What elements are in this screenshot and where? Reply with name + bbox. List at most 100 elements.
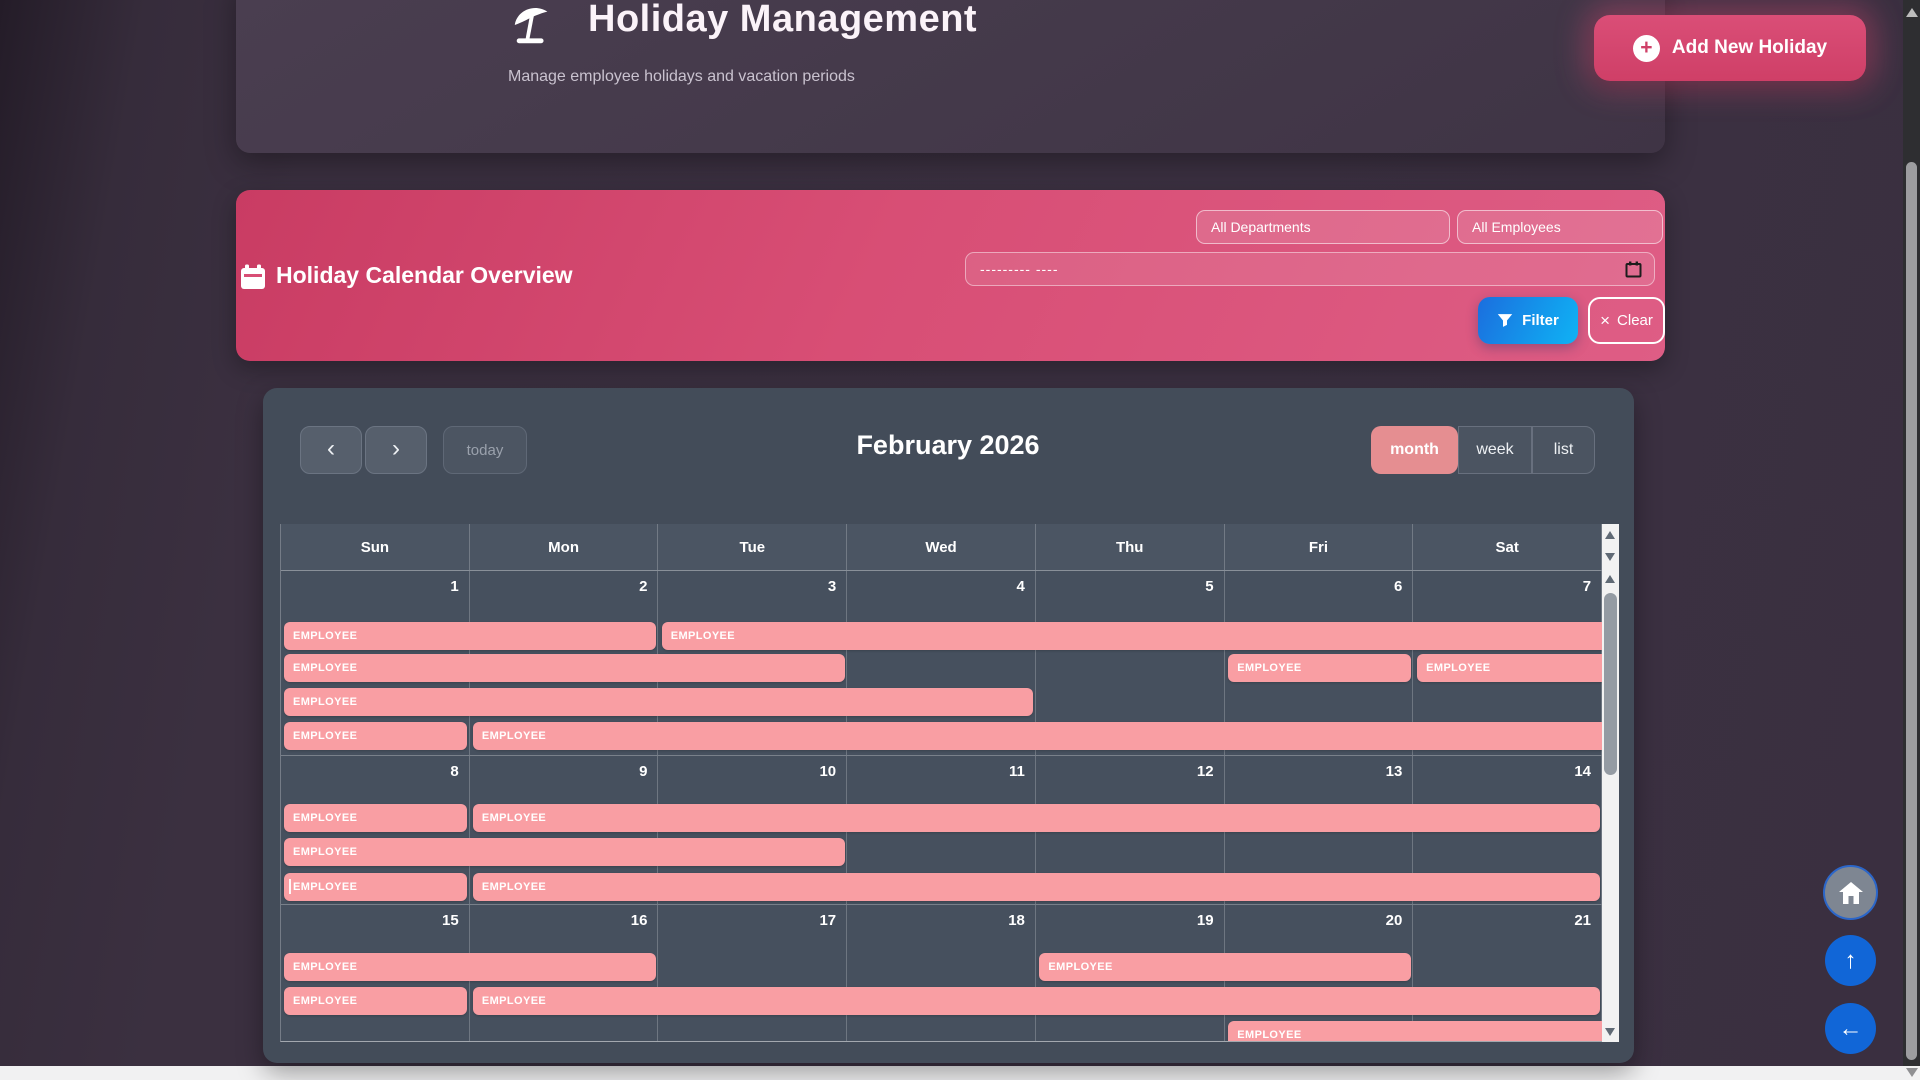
calendar-body-scrollbar[interactable] — [1602, 571, 1619, 1042]
day-cell[interactable]: 18 — [847, 905, 1036, 1041]
plus-circle-icon: + — [1632, 34, 1660, 62]
holiday-event[interactable]: EMPLOYEE — [472, 987, 1600, 1015]
holiday-event[interactable]: EMPLOYEE — [472, 722, 1602, 750]
event-label: EMPLOYEE — [293, 812, 358, 824]
event-label: EMPLOYEE — [293, 881, 358, 893]
funnel-icon — [1497, 314, 1513, 327]
day-number: 10 — [819, 763, 837, 780]
scroll-down-icon[interactable] — [1906, 1068, 1918, 1077]
holiday-event[interactable]: EMPLOYEE — [472, 873, 1600, 901]
day-cell[interactable]: 20 — [1225, 905, 1414, 1041]
holiday-event[interactable]: EMPLOYEE — [1228, 654, 1412, 682]
calendar-week-row: 15 16 17 18 19 20 21 EMPLOYEE EMPLOYEE EMPLOYEE EM… — [281, 904, 1602, 1041]
holiday-event[interactable]: EMPLOYEE — [284, 804, 467, 832]
back-fab-button[interactable]: ← — [1825, 1003, 1876, 1054]
header-card: Holiday Management Manage employee holid… — [236, 0, 1866, 153]
page-scrollbar[interactable] — [1903, 0, 1920, 1066]
day-header-cell: Sun — [281, 524, 470, 570]
home-fab-button[interactable] — [1823, 865, 1878, 920]
add-new-holiday-button[interactable]: + Add New Holiday — [1594, 15, 1866, 81]
filter-button[interactable]: Filter — [1478, 297, 1578, 344]
today-button[interactable]: today — [443, 426, 527, 474]
holiday-event[interactable]: EMPLOYEE — [1228, 1021, 1602, 1041]
scroll-down-icon[interactable] — [1605, 1028, 1615, 1036]
scroll-top-fab-button[interactable]: ↑ — [1825, 935, 1876, 986]
day-number: 6 — [1393, 578, 1403, 595]
day-number: 7 — [1582, 578, 1592, 595]
day-cell[interactable]: 5 — [1036, 571, 1225, 755]
home-icon — [1838, 881, 1863, 904]
holiday-event[interactable]: EMPLOYEE — [284, 873, 467, 901]
department-select[interactable]: All Departments — [1196, 210, 1450, 244]
view-week-button[interactable]: week — [1458, 426, 1532, 474]
holiday-event[interactable]: EMPLOYEE — [284, 953, 656, 981]
event-label: EMPLOYEE — [1237, 1029, 1302, 1041]
day-number: 3 — [827, 578, 837, 595]
holiday-event[interactable]: EMPLOYEE — [284, 722, 467, 750]
day-cell[interactable]: 17 — [658, 905, 848, 1041]
day-header-cell: Fri — [1225, 524, 1414, 570]
page-scrollbar-thumb[interactable] — [1906, 162, 1917, 1060]
day-cell[interactable]: 16 — [470, 905, 659, 1041]
scrollbar-thumb[interactable] — [1604, 593, 1617, 775]
beach-umbrella-icon — [514, 7, 548, 44]
day-number: 20 — [1385, 912, 1403, 929]
scroll-down-icon[interactable] — [1605, 553, 1615, 561]
day-number: 21 — [1574, 912, 1592, 929]
holiday-event[interactable]: EMPLOYEE — [1417, 654, 1602, 682]
next-month-button[interactable]: › — [365, 426, 427, 474]
day-number: 11 — [1009, 763, 1025, 780]
day-header-cell: Mon — [470, 524, 659, 570]
department-select-value: All Departments — [1211, 219, 1311, 235]
view-month-button[interactable]: month — [1371, 426, 1458, 474]
event-tick — [289, 879, 291, 894]
scroll-up-icon[interactable] — [1605, 531, 1615, 539]
date-picker-icon[interactable] — [1625, 261, 1642, 278]
holiday-event[interactable]: EMPLOYEE — [1039, 953, 1412, 981]
holiday-event[interactable]: EMPLOYEE — [472, 804, 1600, 832]
arrow-up-icon: ↑ — [1844, 946, 1857, 974]
day-cell[interactable]: 14 — [1413, 756, 1602, 904]
page-subtitle: Manage employee holidays and vacation pe… — [508, 68, 855, 85]
day-number: 5 — [1205, 578, 1214, 595]
day-number: 14 — [1574, 763, 1592, 780]
event-label: EMPLOYEE — [670, 630, 736, 642]
calendar-grid: Sun Mon Tue Wed Thu Fri Sat 1 2 3 4 5 6 7 EMPLOYEE EMP… — [280, 524, 1602, 1042]
day-cell[interactable]: 4 — [847, 571, 1036, 755]
calendar-week-row: 1 2 3 4 5 6 7 EMPLOYEE EMPLOYEE EMPLOYEE EMPLOYEE E… — [281, 571, 1602, 755]
day-cell[interactable]: 3 — [658, 571, 848, 755]
day-number: 8 — [450, 763, 459, 780]
event-label: EMPLOYEE — [481, 995, 547, 1007]
event-label: EMPLOYEE — [293, 662, 358, 674]
event-label: EMPLOYEE — [481, 812, 547, 824]
add-new-holiday-label: Add New Holiday — [1671, 37, 1828, 58]
event-label: EMPLOYEE — [293, 846, 358, 858]
page-title: Holiday Management — [588, 0, 978, 40]
calendar-header-scrollbar[interactable] — [1602, 524, 1619, 571]
day-cell[interactable]: 6 — [1225, 571, 1414, 755]
view-list-button[interactable]: list — [1532, 426, 1595, 474]
scroll-up-icon[interactable] — [1605, 575, 1615, 583]
holiday-event[interactable]: EMPLOYEE — [284, 688, 1034, 716]
day-number: 18 — [1008, 912, 1025, 929]
chevron-left-icon: ‹ — [327, 434, 335, 462]
holiday-event[interactable]: EMPLOYEE — [661, 622, 1602, 650]
date-input[interactable]: --------- ---- — [965, 252, 1655, 286]
holiday-event[interactable]: EMPLOYEE — [284, 987, 467, 1015]
day-number: 16 — [630, 912, 648, 929]
day-header-cell: Tue — [658, 524, 848, 570]
x-icon: × — [1600, 311, 1611, 330]
employee-select[interactable]: All Employees — [1457, 210, 1663, 244]
prev-month-button[interactable]: ‹ — [300, 426, 362, 474]
day-number: 15 — [442, 912, 459, 929]
holiday-event[interactable]: EMPLOYEE — [284, 622, 656, 650]
date-input-value: --------- ---- — [980, 261, 1059, 277]
clear-button[interactable]: × Clear — [1588, 297, 1665, 344]
holiday-event[interactable]: EMPLOYEE — [284, 838, 845, 866]
day-number: 2 — [639, 578, 648, 595]
scroll-up-icon[interactable] — [1906, 8, 1918, 17]
day-cell[interactable]: 8 — [281, 756, 470, 904]
day-number: 1 — [450, 578, 459, 595]
holiday-event[interactable]: EMPLOYEE — [284, 654, 845, 682]
day-cell[interactable]: 21 — [1413, 905, 1602, 1041]
